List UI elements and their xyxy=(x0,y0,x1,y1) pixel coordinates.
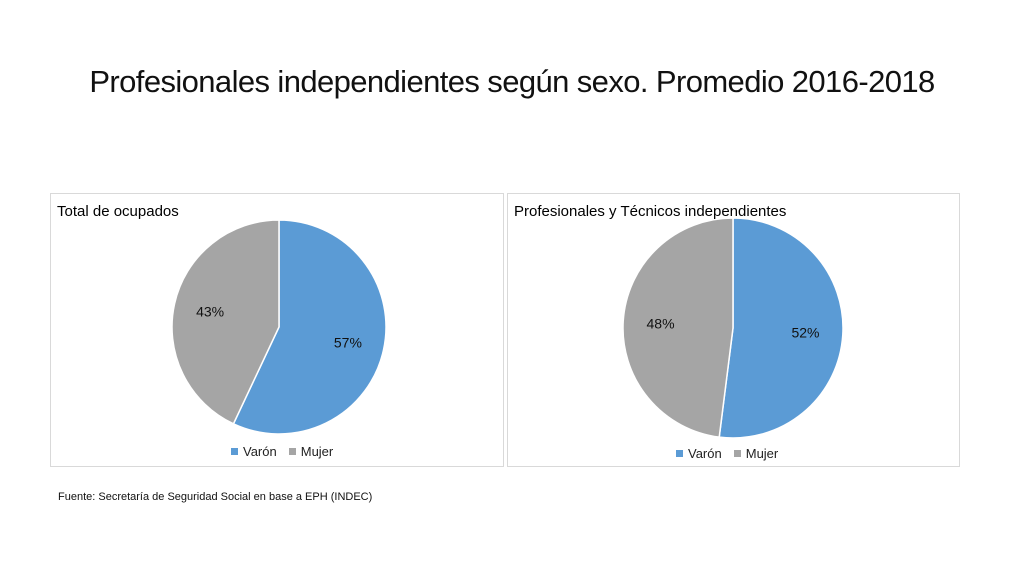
source-note: Fuente: Secretaría de Seguridad Social e… xyxy=(58,491,373,503)
data-label-mujer: 43% xyxy=(196,304,224,320)
data-label-mujer: 48% xyxy=(647,315,675,331)
pie-chart-svg: 57% 43% xyxy=(171,219,387,435)
legend-label: Varón xyxy=(688,446,722,461)
pie-slice-mujer xyxy=(171,219,280,425)
data-label-varon: 57% xyxy=(334,334,362,350)
pie-chart-profesionales-tecnicos: 52% 48% Profesionales y Técnicos independ… xyxy=(507,193,960,467)
pie-chart-total-ocupados: 57% 43% Total de ocupados Varón Mujer xyxy=(50,193,504,467)
legend-label: Varón xyxy=(243,444,277,459)
pie-slice-varon xyxy=(718,217,844,439)
legend-item-varon: Varón xyxy=(231,444,277,459)
data-label-varon: 52% xyxy=(791,325,819,341)
pie-slice-varon xyxy=(232,219,387,435)
legend-item-mujer: Mujer xyxy=(733,446,779,461)
legend-swatch-varon xyxy=(231,448,238,455)
slide-title: Profesionales independientes según sexo.… xyxy=(89,64,935,99)
chart-legend: Varón Mujer xyxy=(231,444,333,459)
legend-item-mujer: Mujer xyxy=(288,444,334,459)
legend-swatch-mujer xyxy=(733,450,741,457)
chart-title: Total de ocupados xyxy=(57,203,179,220)
legend-label: Mujer xyxy=(300,444,334,459)
legend-swatch-mujer xyxy=(288,448,296,455)
pie-chart-svg: 52% 48% xyxy=(622,217,844,439)
chart-title: Profesionales y Técnicos independientes xyxy=(514,203,787,220)
legend-item-varon: Varón xyxy=(676,446,722,461)
legend-swatch-varon xyxy=(676,450,683,457)
pie-slice-mujer xyxy=(622,217,734,438)
chart-legend: Varón Mujer xyxy=(676,446,778,461)
legend-label: Mujer xyxy=(745,446,779,461)
